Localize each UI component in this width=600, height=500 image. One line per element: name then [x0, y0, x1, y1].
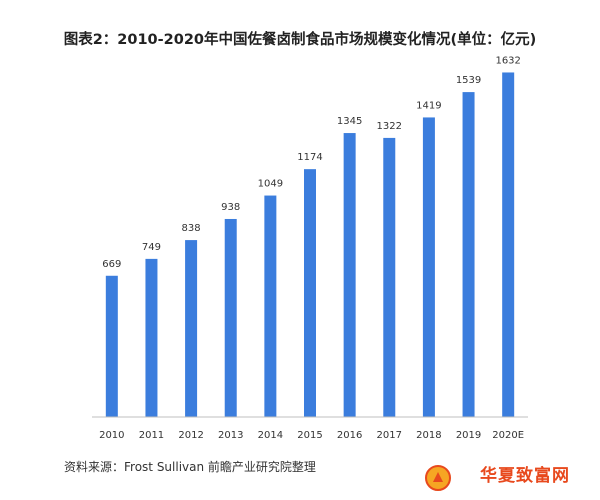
watermark-text: 华夏致富网: [480, 466, 570, 486]
bar-2018: [422, 117, 435, 417]
x-tick-label-2015: 2015: [297, 430, 322, 441]
bar-2015: [304, 169, 316, 417]
value-label-2011: 749: [142, 242, 161, 253]
value-label-2018: 1419: [416, 100, 441, 111]
x-tick-label-2020E: 2020E: [492, 430, 524, 441]
bar-2013: [224, 218, 237, 417]
x-tick-label-2018: 2018: [416, 430, 441, 441]
bar-2012: [185, 240, 198, 417]
x-tick-label-2011: 2011: [139, 430, 164, 441]
x-tick-label-2013: 2013: [218, 430, 243, 441]
x-tick-label-2017: 2017: [377, 430, 402, 441]
x-tick-labels-group: 2010 2011 2012 2013 2014 2015 2016 2017 2018 2019…: [99, 430, 524, 441]
value-label-2017: 1322: [377, 121, 402, 132]
value-label-2019: 1539: [456, 75, 481, 86]
bars-group: [105, 72, 515, 418]
value-label-2010: 669: [102, 259, 121, 270]
bar-2020E: [502, 72, 515, 417]
chart-title: 图表2：2010-2020年中国佐餐卤制食品市场规模变化情况(单位：亿元): [63, 32, 537, 48]
bar-2017: [383, 137, 396, 417]
value-label-2013: 938: [221, 202, 240, 213]
bar-2016: [343, 133, 356, 418]
x-tick-label-2019: 2019: [456, 430, 481, 441]
x-tick-label-2014: 2014: [258, 430, 283, 441]
bar-2014: [264, 195, 277, 417]
value-label-2020E: 1632: [495, 55, 520, 66]
value-label-2015: 1174: [297, 152, 322, 163]
bar-2010: [105, 275, 118, 417]
x-tick-label-2010: 2010: [99, 430, 124, 441]
value-label-2014: 1049: [258, 179, 283, 190]
bar-2011: [145, 258, 158, 417]
value-label-2012: 838: [182, 223, 201, 234]
watermark-logo-icon: [425, 465, 451, 491]
source-note: 资料来源：Frost Sullivan 前瞻产业研究院整理: [64, 460, 316, 474]
bar-2019: [462, 92, 475, 417]
x-tick-label-2012: 2012: [178, 430, 203, 441]
value-labels-group: 669 749 838 938 1049 1174 1345 1322 1419 1539 1632: [102, 55, 521, 269]
value-label-2016: 1345: [337, 116, 362, 127]
x-tick-label-2016: 2016: [337, 430, 362, 441]
